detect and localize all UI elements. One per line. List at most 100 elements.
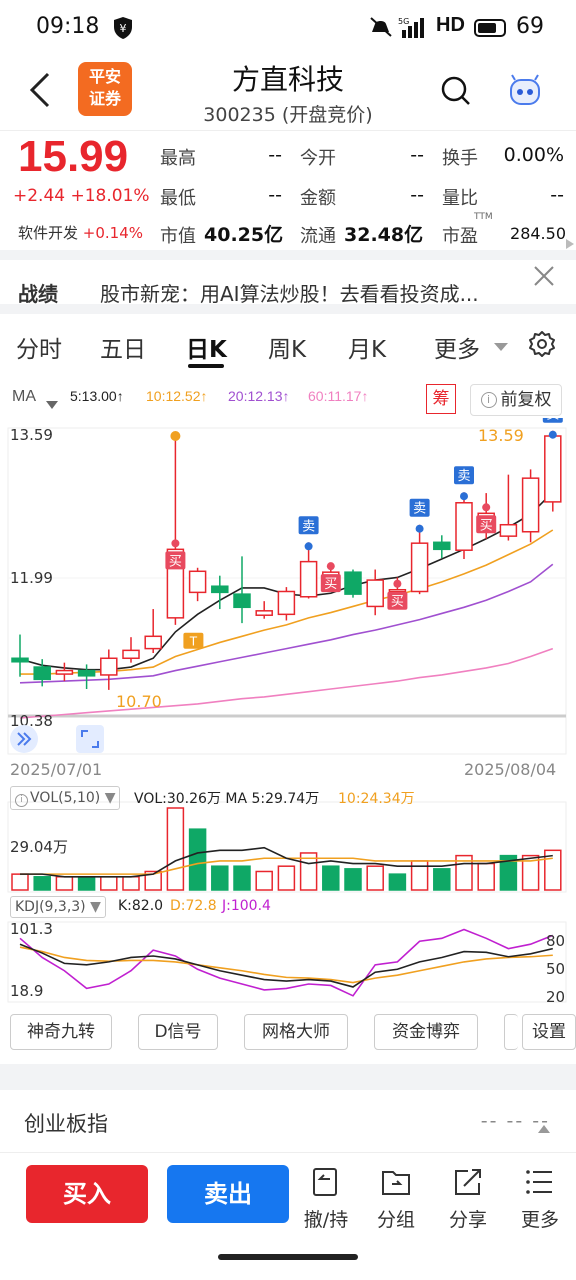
stat-label: 今开 (300, 148, 336, 169)
candle-body (388, 588, 407, 593)
share-icon[interactable] (438, 1166, 498, 1198)
candle-body (277, 590, 296, 616)
stat-label: 流通 (300, 226, 336, 247)
signal-dot (326, 562, 335, 571)
action-group[interactable]: 分组 (376, 1209, 415, 1231)
back-icon[interactable] (28, 70, 52, 110)
tool-grid-master[interactable]: 网格大师 (244, 1014, 348, 1050)
tool-settings[interactable]: 设置 (522, 1014, 576, 1050)
kline-chart[interactable]: 买卖买买卖卖买卖T (0, 418, 576, 1010)
tool-nine-turn[interactable]: 神奇九转 (10, 1014, 112, 1050)
divider (0, 250, 576, 260)
hd-label: HD (436, 14, 465, 36)
sell-button[interactable]: 卖出 (167, 1165, 289, 1223)
page-title: 方直科技 (231, 63, 344, 96)
sell-signal (298, 516, 319, 535)
tool-capital-game[interactable]: 资金博弈 (374, 1014, 478, 1050)
vol-summary: VOL:30.26万 MA 5:29.74万 (134, 791, 320, 807)
menu-icon[interactable] (510, 1166, 570, 1198)
chip-distribution-button[interactable]: 筹 (426, 384, 456, 414)
tab-intraday[interactable]: 分时 (16, 337, 62, 363)
expand-left-icon[interactable] (10, 725, 38, 753)
sector-info[interactable]: 软件开发 +0.14% (18, 224, 144, 242)
index-name[interactable]: 创业板指 (24, 1112, 108, 1136)
kdj-panel-frame (7, 921, 567, 1003)
volume-bar (144, 870, 162, 891)
news-tag: 战绩 (18, 282, 58, 306)
signal-dot (482, 503, 491, 512)
divider (0, 1064, 576, 1090)
volume-bar (521, 854, 540, 891)
tab-more[interactable]: 更多 (434, 337, 480, 363)
close-icon[interactable] (532, 264, 556, 288)
stat-value: 284.50 (510, 224, 566, 243)
volume-bar (122, 876, 140, 891)
ma10-label: 10:12.52↑ (146, 388, 208, 404)
buy-button[interactable]: 买入 (26, 1165, 148, 1223)
stat-value: -- (268, 144, 282, 166)
volume-bar (544, 849, 562, 891)
t-marker (183, 632, 204, 649)
tab-five-day[interactable]: 五日 (100, 337, 146, 363)
tab-daily-k[interactable]: 日K (186, 337, 227, 363)
stat-value: -- (410, 184, 424, 206)
candle-body (188, 570, 207, 594)
end-date: 2025/08/04 (464, 760, 557, 779)
sell-signal (409, 498, 430, 517)
vol-indicator-select[interactable]: i VOL(5,10) ▼ (10, 786, 121, 810)
action-share[interactable]: 分享 (448, 1209, 487, 1231)
signal-label: 买 (391, 595, 404, 610)
cancel-hold-icon[interactable] (296, 1166, 356, 1198)
candle-body (410, 542, 429, 593)
news-text[interactable]: 股市新宠：用AI算法炒股！去看看投资成... (100, 282, 479, 306)
candle-body (499, 523, 518, 537)
tool-d-signal[interactable]: D信号 (138, 1014, 218, 1050)
caret-down-icon[interactable] (46, 394, 58, 409)
index-values: -- -- -- (480, 1110, 550, 1132)
last-price: 15.99 (18, 132, 129, 181)
caret-up-icon[interactable] (538, 1118, 550, 1133)
tab-monthly-k[interactable]: 月K (348, 337, 387, 363)
expand-icon[interactable] (566, 234, 574, 249)
signal-dot (460, 492, 468, 501)
action-cancel-hold[interactable]: 撤/持 (303, 1209, 349, 1231)
svg-text:¥: ¥ (120, 22, 127, 35)
fullscreen-icon[interactable] (76, 725, 104, 753)
volume-bar (477, 862, 495, 891)
signal-label: 卖 (302, 519, 315, 534)
sell-signal (454, 466, 474, 485)
candle-body (455, 502, 473, 551)
ma20-label: 20:12.13↑ (228, 388, 290, 404)
vol-ma10: 10:24.34万 (338, 791, 415, 807)
shield-icon: ¥ (112, 16, 134, 40)
y-tick-mid: 11.99 (10, 569, 53, 587)
stat-label: 量比 (442, 188, 478, 209)
candle-body (122, 649, 140, 660)
info-icon: i (480, 392, 497, 408)
high-price-label: 13.59 (478, 426, 524, 445)
adjust-button[interactable]: i 前复权 (470, 384, 562, 416)
volume-bar (188, 828, 207, 891)
candle-body (521, 477, 540, 533)
t-marker-label: T (189, 635, 198, 649)
battery-icon (474, 19, 506, 37)
signal-label: 买 (169, 554, 182, 569)
search-icon[interactable] (440, 74, 472, 108)
signal-label: 卖 (457, 469, 470, 484)
signal-dot (393, 579, 402, 588)
ai-assistant-icon[interactable] (505, 74, 545, 108)
ma-label[interactable]: MA (12, 388, 36, 405)
volume-bar (33, 876, 51, 891)
volume-bar (433, 868, 451, 891)
signal-icon: 5G (398, 16, 432, 40)
tool-more-hint[interactable] (504, 1014, 518, 1050)
price-panel-frame (7, 427, 567, 755)
stat-value: 32.48亿 (344, 224, 424, 246)
kdj-indicator-select[interactable]: KDJ(9,3,3) ▼ (10, 896, 106, 918)
action-more[interactable]: 更多 (520, 1209, 559, 1231)
folder-icon[interactable] (366, 1166, 426, 1198)
candle-body (344, 571, 362, 595)
stat-value: -- (268, 184, 282, 206)
gear-icon[interactable] (528, 330, 556, 358)
tab-weekly-k[interactable]: 周K (268, 337, 307, 363)
